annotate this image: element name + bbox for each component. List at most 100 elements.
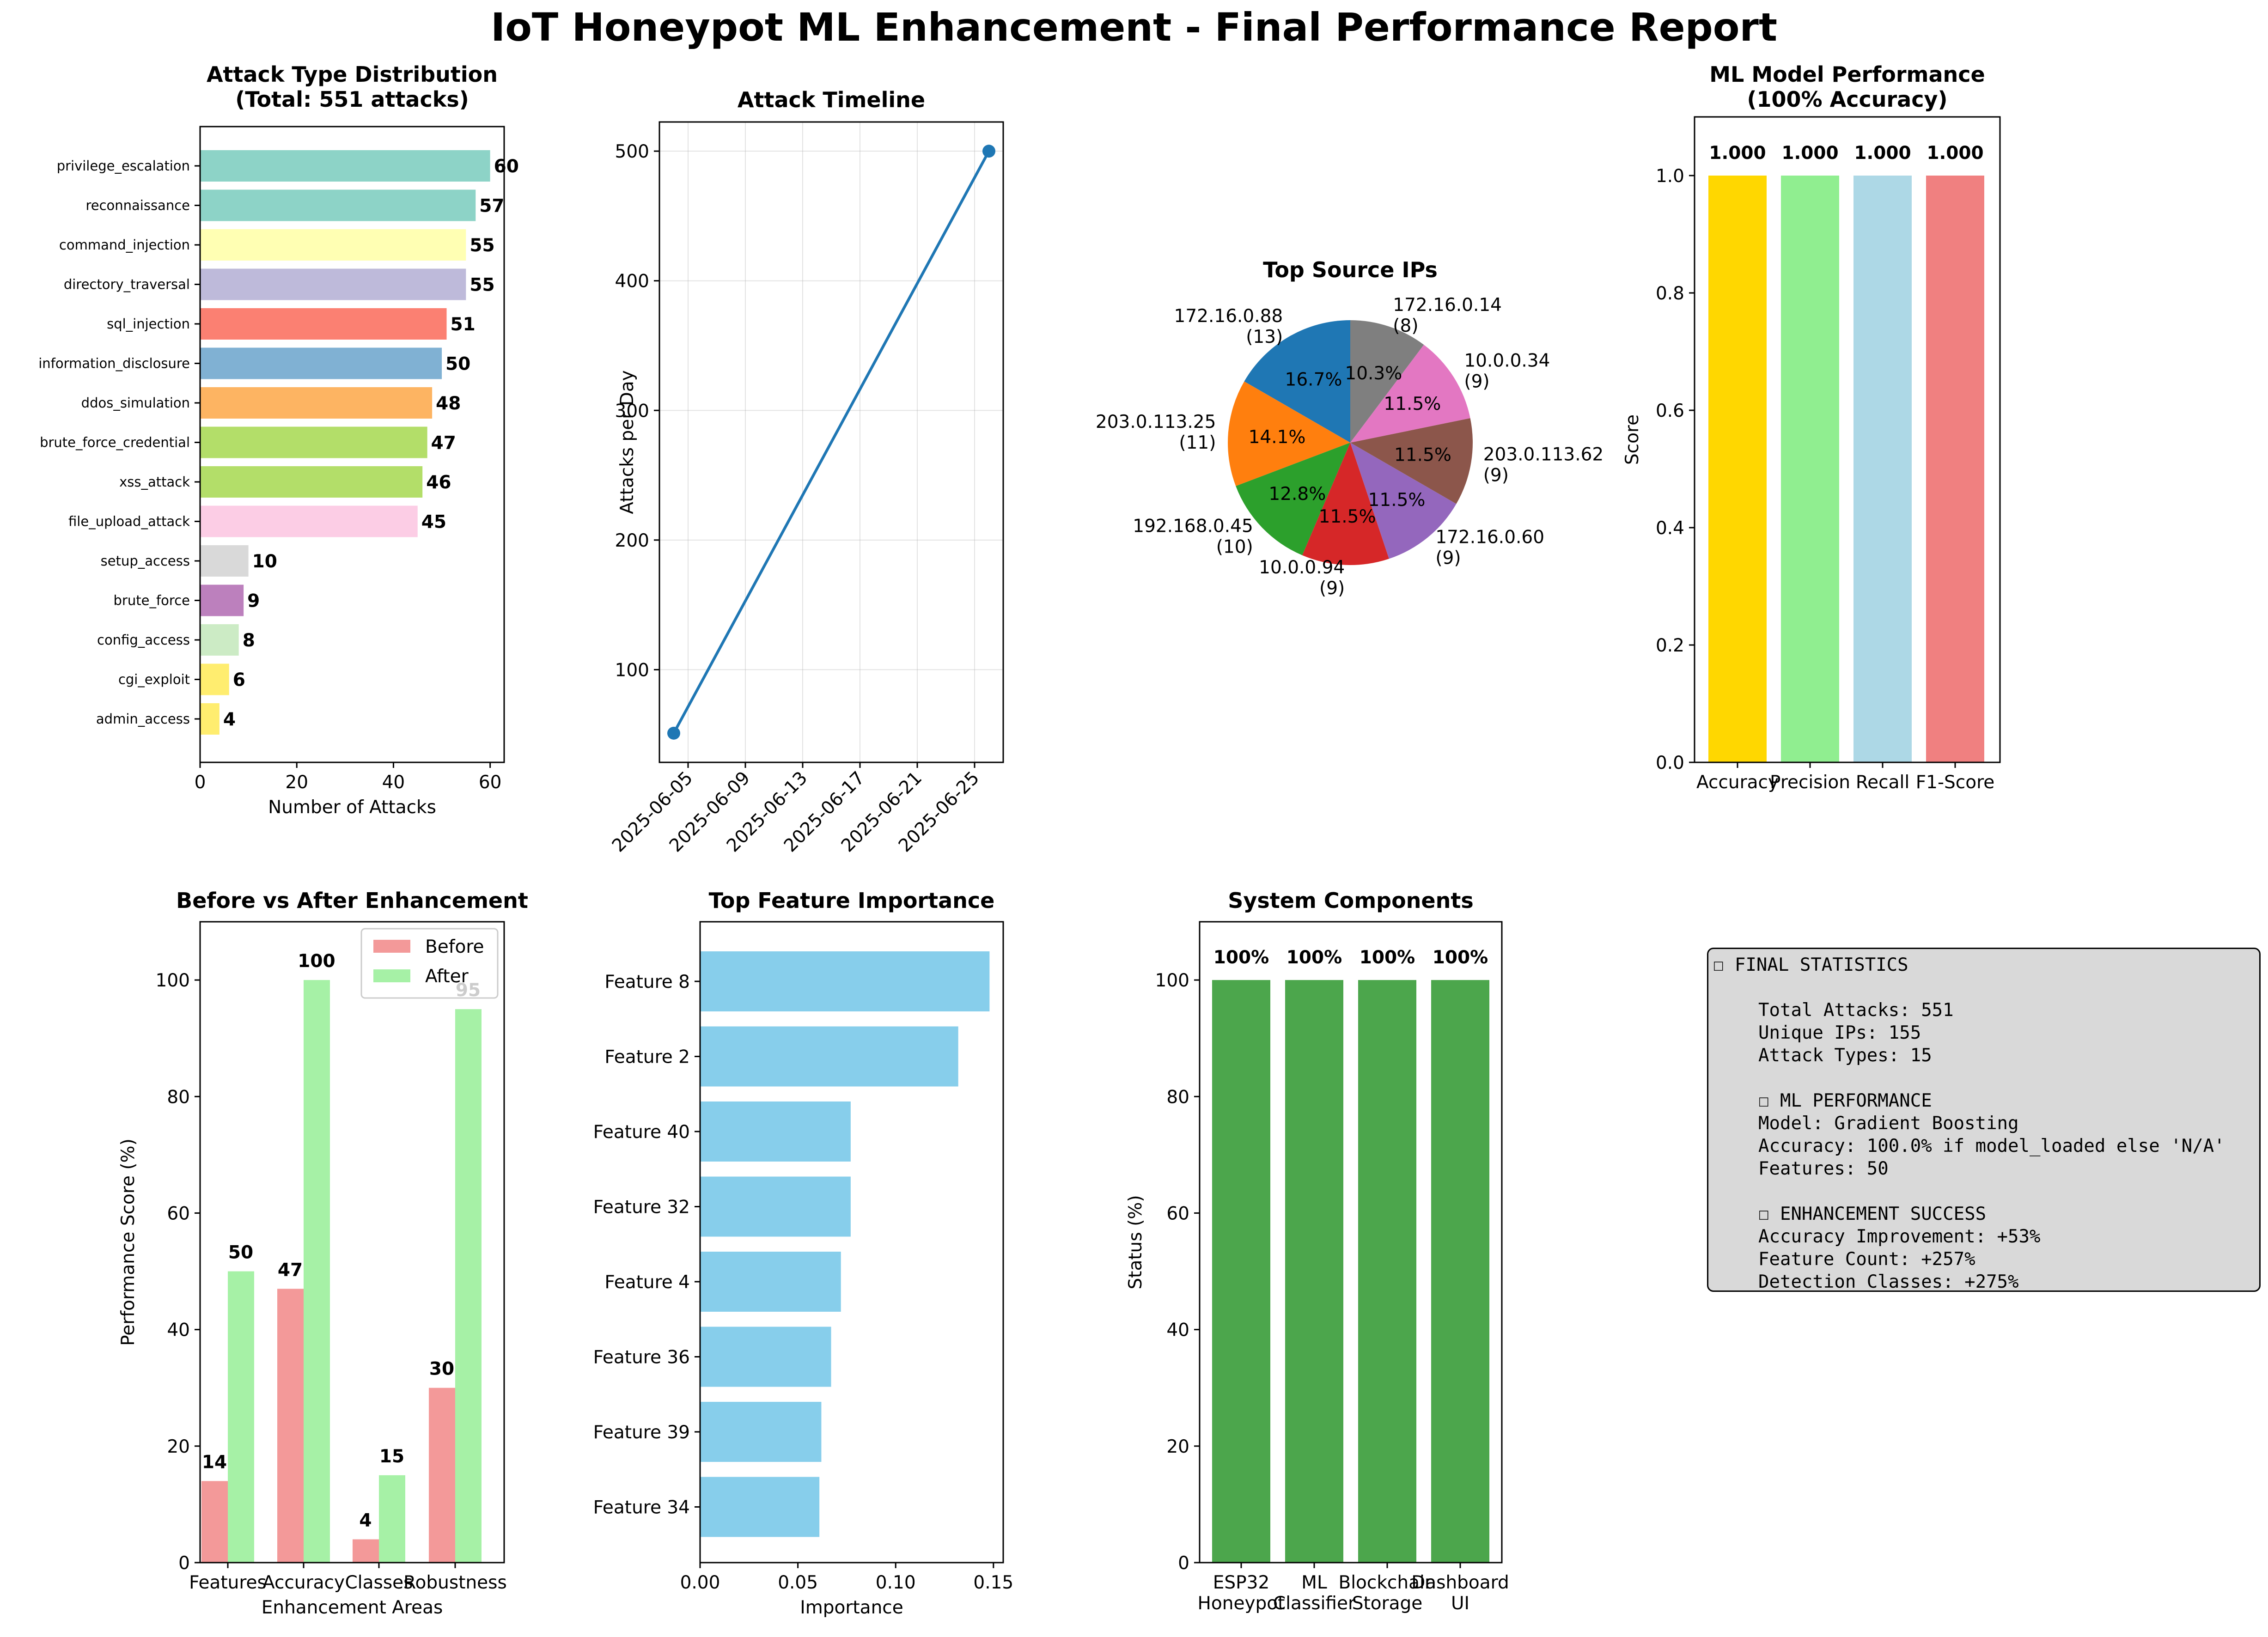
y-tick-label: 200 <box>615 530 649 551</box>
attack-category-label: information_disclosure <box>38 356 190 371</box>
feature-bar <box>700 1026 958 1087</box>
before-bar-value: 30 <box>429 1359 454 1380</box>
y-axis-label: Score <box>1622 414 1643 465</box>
attack-bar-value: 51 <box>451 314 476 335</box>
pie-slice <box>1350 320 1424 443</box>
pie-slice <box>1350 443 1457 559</box>
ml-metric-bar <box>1708 176 1767 762</box>
stats-line <box>1708 1067 2259 1089</box>
after-bar <box>228 1271 254 1563</box>
x-tick-label: Dashboard UI <box>1411 1572 1509 1614</box>
attack-category-label: xss_attack <box>119 474 190 490</box>
timeline-line <box>672 150 990 734</box>
chart-title: Attack Timeline <box>738 87 925 112</box>
x-tick-label: Accuracy <box>1696 772 1779 793</box>
ml-performance-axes <box>1694 116 2001 763</box>
legend-swatch <box>373 940 410 953</box>
stats-line: Unique IPs: 155 <box>1758 1022 1921 1043</box>
before-after-axes <box>199 921 505 1564</box>
x-axis-label: Enhancement Areas <box>262 1597 443 1618</box>
after-bar <box>455 1009 482 1563</box>
attack-category-label: reconnaissance <box>85 198 190 213</box>
attack-bar-value: 47 <box>431 433 456 454</box>
y-tick-label: 60 <box>1166 1203 1189 1224</box>
attack-bar-value: 57 <box>479 196 504 217</box>
y-tick-label: 100 <box>1155 970 1189 991</box>
stats-line: Model: Gradient Boosting <box>1758 1113 2019 1134</box>
chart-title: ML Model Performance (100% Accuracy) <box>1709 62 1985 112</box>
feature-bar <box>700 1402 822 1462</box>
attack-bar <box>200 584 244 616</box>
stats-line <box>1708 1180 2259 1203</box>
stats-line: ☐ FINAL STATISTICS <box>1713 955 1908 975</box>
y-tick-label: 0.2 <box>1656 635 1684 656</box>
attack-category-label: cgi_exploit <box>118 672 190 688</box>
y-axis-label: Status (%) <box>1125 1195 1146 1289</box>
ml-metric-bar <box>1926 176 1984 762</box>
component-value: 100% <box>1286 947 1342 968</box>
x-axis-label: Number of Attacks <box>268 797 436 818</box>
component-bar <box>1285 980 1343 1563</box>
x-tick-label: F1-Score <box>1916 772 1995 793</box>
attack-bar <box>200 466 423 498</box>
x-tick-label: 60 <box>479 772 502 793</box>
attack-bar-value: 9 <box>247 591 260 612</box>
pie-slice <box>1302 443 1389 566</box>
attack-bar <box>200 505 418 537</box>
legend-label: After <box>425 966 469 987</box>
pie-slice <box>1350 345 1470 443</box>
y-tick-label: 400 <box>615 271 649 292</box>
x-tick-label: Precision <box>1770 772 1850 793</box>
after-bar <box>379 1475 405 1563</box>
feature-label: Feature 39 <box>593 1422 690 1443</box>
attack-category-label: command_injection <box>59 237 190 253</box>
attack-category-label: ddos_simulation <box>81 395 190 411</box>
attack-bar <box>200 545 249 577</box>
feature-label: Feature 34 <box>593 1497 690 1518</box>
pie-slice <box>1244 320 1350 443</box>
y-tick-label: 0.0 <box>1656 753 1684 773</box>
before-bar-value: 14 <box>202 1452 227 1473</box>
page-title: IoT Honeypot ML Enhancement - Final Perf… <box>491 5 1777 50</box>
component-bar <box>1358 980 1416 1563</box>
attack-category-label: brute_force_credential <box>40 435 190 450</box>
y-tick-label: 20 <box>167 1436 190 1457</box>
timeline-point <box>982 145 995 158</box>
x-tick-label: 40 <box>382 772 405 793</box>
before-bar <box>353 1539 379 1563</box>
chart-title: Before vs After Enhancement <box>176 888 528 913</box>
x-tick-label: 20 <box>285 772 308 793</box>
attack-bar <box>200 308 447 340</box>
feature-bar <box>700 1101 851 1162</box>
stats-line: Total Attacks: 551 <box>1758 1000 1954 1021</box>
y-tick-label: 0 <box>178 1553 190 1574</box>
y-tick-label: 0.6 <box>1656 401 1684 421</box>
attack-bar-value: 55 <box>469 235 494 256</box>
attack-bar-value: 45 <box>421 512 446 533</box>
final-statistics-box: ☐ FINAL STATISTICS Total Attacks: 551 Uniq… <box>1707 948 2261 1292</box>
stats-line: Detection Classes: +275% <box>1758 1272 2019 1292</box>
stats-line: ☐ ENHANCEMENT SUCCESS <box>1758 1204 1987 1224</box>
stats-line: Accuracy: 100.0% if model_loaded else 'N… <box>1758 1136 2225 1156</box>
ml-metric-bar <box>1853 176 1912 762</box>
attack-bar-value: 60 <box>494 156 519 177</box>
x-tick-label: ESP32 Honeypot <box>1198 1572 1285 1614</box>
attack-category-label: admin_access <box>96 711 190 727</box>
attack-category-label: setup_access <box>101 553 190 569</box>
x-tick-label: 0.10 <box>876 1572 916 1593</box>
feature-bar <box>700 1327 831 1387</box>
y-tick-label: 500 <box>615 141 649 162</box>
x-tick-label: Accuracy <box>262 1572 345 1593</box>
timeline-point <box>667 726 680 740</box>
attack-bar-value: 46 <box>426 472 451 493</box>
chart-title: Top Source IPs <box>1263 257 1438 282</box>
attack-bar-value: 55 <box>469 275 494 296</box>
y-tick-label: 40 <box>1166 1320 1189 1341</box>
pie-ip-label: 203.0.113.25 (11) <box>1096 412 1216 453</box>
attack-bar <box>200 268 466 300</box>
x-tick-label: Robustness <box>403 1572 507 1593</box>
attack-category-label: directory_traversal <box>64 277 190 292</box>
y-tick-label: 0 <box>1178 1553 1189 1574</box>
component-value: 100% <box>1213 947 1269 968</box>
pie-percent-label: 11.5% <box>1368 490 1426 511</box>
